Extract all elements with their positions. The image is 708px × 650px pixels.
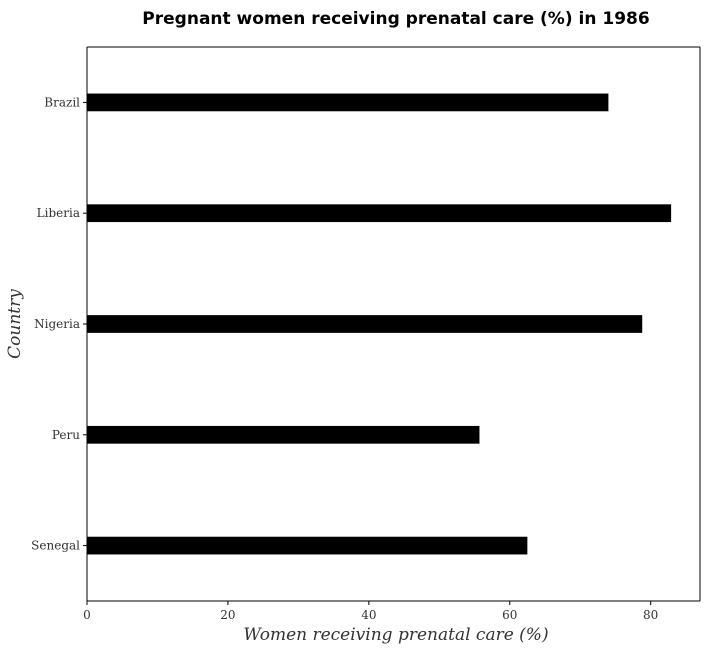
y-ticks: Brazil Liberia Nigeria Peru Senegal bbox=[31, 95, 87, 553]
y-tick-label: Brazil bbox=[44, 95, 80, 109]
chart-title: Pregnant women receiving prenatal care (… bbox=[142, 9, 649, 29]
y-tick-label: Peru bbox=[52, 428, 80, 442]
x-tick-label: 60 bbox=[502, 608, 517, 622]
x-tick-label: 20 bbox=[220, 608, 235, 622]
y-tick-label: Liberia bbox=[37, 206, 80, 220]
y-tick-label: Nigeria bbox=[34, 317, 80, 331]
plot-area: 0 20 40 60 80 Brazil Liberia Nigeria Peru Senega… bbox=[31, 46, 701, 622]
y-tick-label: Senegal bbox=[31, 539, 80, 553]
x-tick-label: 0 bbox=[83, 608, 91, 622]
bars bbox=[87, 93, 672, 555]
bar-nigeria bbox=[87, 315, 643, 333]
x-tick-label: 40 bbox=[361, 608, 376, 622]
bar-peru bbox=[87, 425, 480, 444]
bar-liberia bbox=[87, 204, 672, 223]
x-ticks: 0 20 40 60 80 bbox=[83, 601, 658, 622]
bar-brazil bbox=[87, 93, 609, 112]
bar-senegal bbox=[87, 536, 528, 555]
x-axis-label: Women receiving prenatal care (%) bbox=[243, 625, 548, 645]
x-tick-label: 80 bbox=[643, 608, 658, 622]
y-axis-label: Country bbox=[5, 289, 25, 359]
